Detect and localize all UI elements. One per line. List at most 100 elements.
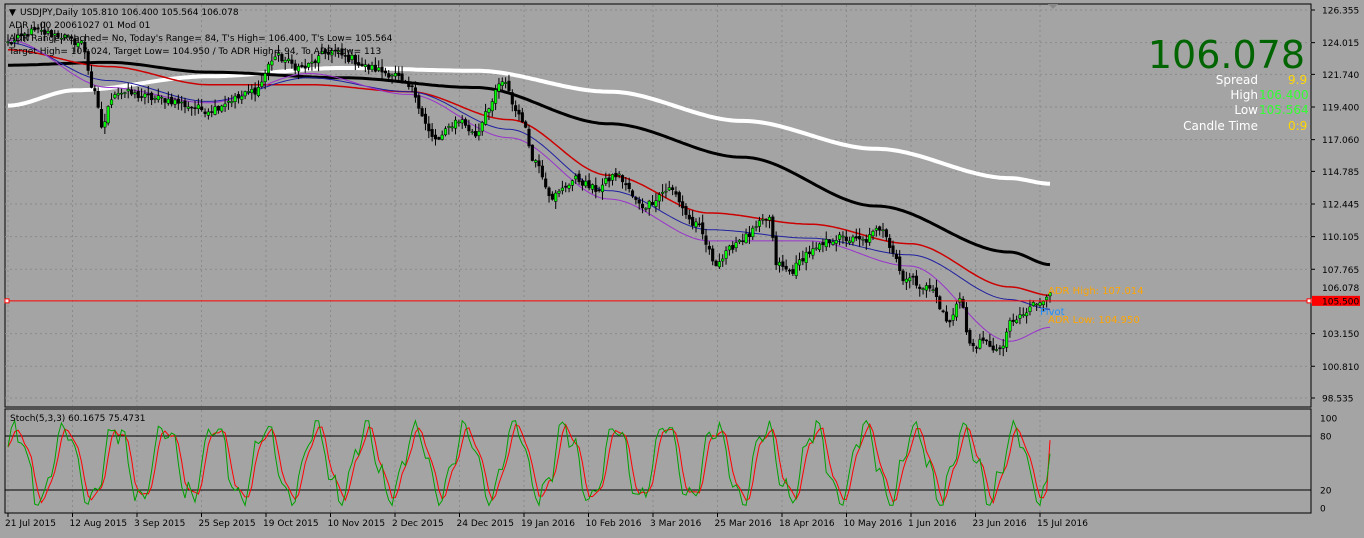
candle-body — [53, 33, 57, 36]
candle-body — [313, 60, 317, 64]
candle — [420, 106, 424, 117]
candle-body — [991, 345, 995, 351]
candle — [96, 87, 100, 109]
candle — [373, 57, 377, 73]
candle — [908, 272, 912, 289]
candle-body — [1048, 292, 1052, 297]
candle — [754, 220, 758, 232]
candle-body — [397, 72, 401, 76]
candle-body — [1021, 314, 1025, 317]
candle — [911, 273, 915, 285]
candle — [133, 89, 137, 99]
candle-body — [440, 134, 444, 140]
candle — [751, 225, 755, 240]
candle-body — [858, 235, 862, 240]
x-tick-label: 10 Feb 2016 — [586, 519, 642, 529]
candle — [413, 81, 417, 103]
candle-body — [697, 223, 701, 226]
candle — [497, 77, 501, 99]
x-tick-label: 15 Jul 2016 — [1037, 519, 1088, 529]
candle — [944, 305, 949, 323]
candle-body — [995, 349, 999, 351]
candle — [433, 129, 438, 146]
candle-body — [801, 258, 805, 262]
candle-body — [317, 55, 321, 64]
candle — [761, 214, 765, 225]
adr-high-annotation: ADR High: 107.014 — [1048, 286, 1144, 297]
candle — [527, 124, 531, 149]
x-tick-label: 12 Aug 2015 — [70, 519, 128, 529]
candle — [73, 34, 77, 53]
candle-body — [380, 66, 384, 73]
candle-body — [791, 269, 795, 274]
spread-label: Spread — [1216, 73, 1258, 87]
candle — [747, 225, 751, 244]
candle-body — [253, 87, 257, 95]
candle — [266, 61, 271, 81]
candle — [343, 47, 347, 64]
candle — [657, 192, 661, 210]
candle-body — [206, 111, 210, 116]
stoch-tick-label: 100 — [1320, 415, 1337, 425]
candle — [764, 218, 768, 228]
candle — [604, 172, 608, 187]
candle — [711, 245, 715, 266]
candle — [574, 173, 578, 185]
candle-body — [310, 61, 314, 64]
candle — [176, 94, 180, 110]
candle — [898, 250, 902, 275]
candle-body — [300, 65, 304, 67]
candle — [797, 252, 802, 271]
candle-body — [894, 253, 898, 259]
candle-body — [978, 339, 982, 349]
candle-body — [130, 89, 134, 95]
candle-body — [841, 235, 845, 238]
candle — [53, 29, 57, 43]
candle-body — [928, 285, 932, 289]
candle — [407, 76, 411, 90]
candle — [717, 253, 721, 270]
candle-body — [176, 98, 180, 104]
candle — [607, 173, 611, 188]
candle-body — [577, 173, 581, 183]
candle — [777, 257, 782, 273]
candle — [123, 91, 127, 98]
candle-body — [854, 236, 858, 239]
candle — [463, 117, 468, 129]
candle — [243, 90, 247, 100]
y-tick-label: 98.535 — [1322, 395, 1354, 405]
candle-body — [557, 190, 561, 194]
candle-body — [797, 259, 802, 266]
candle — [9, 41, 13, 46]
header-dropdown-icon[interactable]: ▼ — [9, 8, 16, 18]
low-value: 105.564 — [1259, 103, 1309, 117]
candle-body — [69, 36, 74, 39]
candle-body — [948, 320, 952, 323]
candle — [437, 136, 441, 141]
candle-body — [166, 98, 170, 104]
hline-price-tag — [1312, 295, 1360, 306]
chart-shift-icon[interactable] — [1048, 4, 1058, 9]
candle — [794, 255, 798, 279]
candle — [193, 100, 197, 116]
y-tick-label: 107.765 — [1322, 266, 1359, 276]
candle — [236, 91, 240, 104]
candle — [904, 271, 908, 291]
candle-body — [610, 174, 615, 181]
candle-body — [814, 247, 818, 250]
candle — [377, 60, 381, 72]
candle — [347, 50, 351, 64]
candle — [517, 104, 521, 121]
candle — [868, 227, 872, 246]
candle-body — [934, 287, 938, 298]
candle — [136, 86, 140, 102]
candle-body — [203, 111, 207, 114]
candle — [46, 27, 50, 36]
candle-body — [767, 216, 772, 221]
candle — [450, 122, 454, 132]
candle-body — [661, 191, 665, 194]
candle — [29, 24, 33, 36]
candle — [620, 174, 625, 189]
candle — [661, 184, 665, 202]
candle-body — [400, 73, 404, 81]
